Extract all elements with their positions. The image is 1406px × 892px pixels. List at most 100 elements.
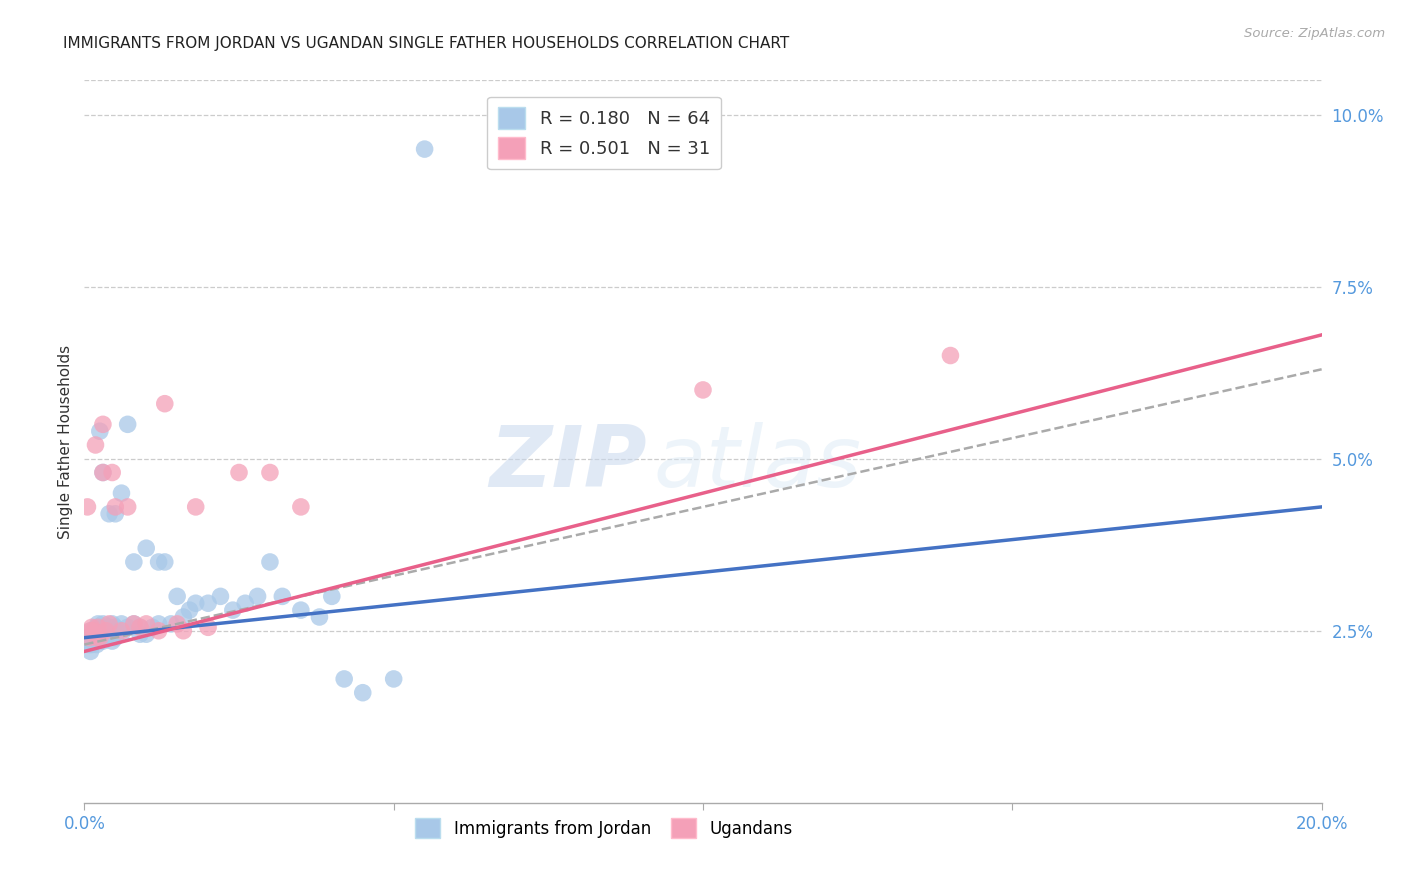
Ugandans [79, 631, 101, 645]
Immigrants from Jordan [87, 616, 110, 631]
Immigrants from Jordan [86, 620, 108, 634]
Ugandans [86, 631, 108, 645]
Text: IMMIGRANTS FROM JORDAN VS UGANDAN SINGLE FATHER HOUSEHOLDS CORRELATION CHART: IMMIGRANTS FROM JORDAN VS UGANDAN SINGLE… [63, 36, 790, 51]
Immigrants from Jordan [271, 590, 294, 604]
Immigrants from Jordan [83, 624, 105, 638]
Immigrants from Jordan [86, 627, 108, 641]
Ugandans [79, 624, 101, 638]
Immigrants from Jordan [141, 620, 163, 634]
Ugandans [94, 624, 117, 638]
Immigrants from Jordan [86, 638, 108, 652]
Immigrants from Jordan [101, 634, 124, 648]
Ugandans [939, 349, 962, 363]
Ugandans [184, 500, 207, 514]
Ugandans [104, 500, 127, 514]
Immigrants from Jordan [135, 541, 157, 556]
Ugandans [172, 624, 194, 638]
Ugandans [91, 466, 114, 480]
Immigrants from Jordan [352, 686, 374, 700]
Ugandans [166, 616, 188, 631]
Immigrants from Jordan [413, 142, 436, 156]
Text: atlas: atlas [654, 422, 862, 505]
Immigrants from Jordan [91, 634, 114, 648]
Immigrants from Jordan [222, 603, 245, 617]
Immigrants from Jordan [129, 620, 152, 634]
Immigrants from Jordan [117, 620, 139, 634]
Immigrants from Jordan [166, 590, 188, 604]
Ugandans [89, 631, 111, 645]
Y-axis label: Single Father Households: Single Father Households [58, 344, 73, 539]
Immigrants from Jordan [129, 627, 152, 641]
Immigrants from Jordan [153, 555, 176, 569]
Ugandans [259, 466, 281, 480]
Immigrants from Jordan [172, 610, 194, 624]
Immigrants from Jordan [148, 616, 170, 631]
Immigrants from Jordan [98, 620, 121, 634]
Immigrants from Jordan [148, 555, 170, 569]
Ugandans [76, 500, 98, 514]
Immigrants from Jordan [110, 486, 132, 500]
Immigrants from Jordan [104, 631, 127, 645]
Immigrants from Jordan [122, 616, 145, 631]
Immigrants from Jordan [179, 603, 201, 617]
Immigrants from Jordan [104, 507, 127, 521]
Immigrants from Jordan [80, 627, 103, 641]
Ugandans [135, 616, 157, 631]
Immigrants from Jordan [89, 620, 111, 634]
Text: Source: ZipAtlas.com: Source: ZipAtlas.com [1244, 27, 1385, 40]
Ugandans [83, 624, 105, 638]
Ugandans [153, 397, 176, 411]
Immigrants from Jordan [87, 624, 110, 638]
Immigrants from Jordan [110, 616, 132, 631]
Immigrants from Jordan [76, 631, 98, 645]
Immigrants from Jordan [91, 627, 114, 641]
Immigrants from Jordan [122, 555, 145, 569]
Immigrants from Jordan [197, 596, 219, 610]
Ugandans [228, 466, 250, 480]
Ugandans [148, 624, 170, 638]
Ugandans [101, 466, 124, 480]
Ugandans [117, 500, 139, 514]
Ugandans [692, 383, 714, 397]
Immigrants from Jordan [94, 631, 117, 645]
Immigrants from Jordan [233, 596, 256, 610]
Immigrants from Jordan [184, 596, 207, 610]
Immigrants from Jordan [79, 638, 101, 652]
Immigrants from Jordan [290, 603, 312, 617]
Immigrants from Jordan [110, 627, 132, 641]
Legend: Immigrants from Jordan, Ugandans: Immigrants from Jordan, Ugandans [409, 812, 799, 845]
Ugandans [84, 438, 107, 452]
Immigrants from Jordan [83, 634, 105, 648]
Ugandans [87, 620, 110, 634]
Immigrants from Jordan [94, 624, 117, 638]
Immigrants from Jordan [259, 555, 281, 569]
Immigrants from Jordan [89, 424, 111, 438]
Ugandans [122, 616, 145, 631]
Ugandans [197, 620, 219, 634]
Immigrants from Jordan [98, 507, 121, 521]
Ugandans [110, 624, 132, 638]
Immigrants from Jordan [246, 590, 269, 604]
Immigrants from Jordan [79, 644, 101, 658]
Immigrants from Jordan [160, 616, 183, 631]
Ugandans [91, 417, 114, 432]
Immigrants from Jordan [308, 610, 330, 624]
Immigrants from Jordan [321, 590, 343, 604]
Text: ZIP: ZIP [489, 422, 647, 505]
Immigrants from Jordan [209, 590, 232, 604]
Ugandans [290, 500, 312, 514]
Immigrants from Jordan [79, 624, 101, 638]
Immigrants from Jordan [80, 638, 103, 652]
Immigrants from Jordan [91, 466, 114, 480]
Immigrants from Jordan [117, 417, 139, 432]
Immigrants from Jordan [98, 627, 121, 641]
Ugandans [80, 620, 103, 634]
Ugandans [129, 620, 152, 634]
Immigrants from Jordan [84, 631, 107, 645]
Immigrants from Jordan [104, 620, 127, 634]
Immigrants from Jordan [91, 616, 114, 631]
Immigrants from Jordan [135, 627, 157, 641]
Immigrants from Jordan [382, 672, 405, 686]
Immigrants from Jordan [333, 672, 356, 686]
Immigrants from Jordan [101, 616, 124, 631]
